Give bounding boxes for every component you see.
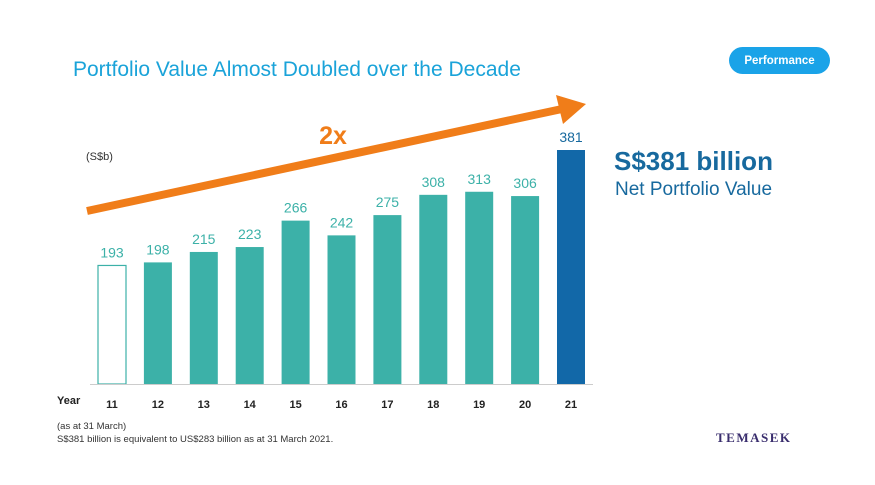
data-label-12: 198 — [146, 241, 170, 257]
data-label-11: 193 — [100, 244, 124, 260]
x-tick-14: 14 — [244, 399, 257, 411]
x-tick-13: 13 — [198, 399, 210, 411]
data-label-14: 223 — [238, 226, 262, 242]
footnote-date: (as at 31 March) — [57, 421, 127, 432]
bar-12 — [143, 262, 172, 384]
data-label-16: 242 — [330, 214, 354, 230]
growth-annotation: 2x — [319, 122, 347, 150]
bar-13 — [189, 251, 218, 384]
data-label-15: 266 — [284, 200, 308, 216]
x-tick-15: 15 — [289, 399, 301, 411]
x-tick-18: 18 — [427, 399, 439, 411]
x-tick-19: 19 — [473, 399, 485, 411]
headline-value: S$381 billion — [614, 146, 773, 176]
growth-arrow-head — [556, 95, 586, 124]
page-title: Portfolio Value Almost Doubled over the … — [73, 58, 521, 81]
bar-11 — [97, 264, 127, 385]
x-tick-20: 20 — [519, 399, 531, 411]
bar-21 — [557, 150, 585, 384]
x-tick-17: 17 — [381, 399, 393, 411]
headline-label: Net Portfolio Value — [615, 179, 773, 200]
data-labels: 193 198 215 223 266 242 275 308 313 306 381 — [100, 129, 583, 260]
x-tick-21: 21 — [565, 399, 577, 411]
bar-16 — [327, 235, 356, 384]
x-tick-12: 12 — [152, 399, 164, 411]
bar-15 — [281, 220, 310, 384]
bar-17 — [373, 215, 402, 384]
y-axis-unit-label: (S$b) — [86, 151, 113, 163]
x-axis: 11 12 13 14 15 16 17 18 19 20 21 Year (S$b) — [57, 151, 593, 411]
data-label-18: 308 — [422, 174, 446, 190]
x-tick-16: 16 — [335, 399, 347, 411]
bar-20 — [511, 196, 540, 384]
growth-arrow: 2x — [86, 95, 586, 215]
growth-arrow-shaft — [86, 105, 563, 215]
temasek-logo: TEMASEK — [716, 430, 792, 445]
bar-18 — [419, 194, 448, 384]
bars — [97, 150, 585, 385]
data-label-21: 381 — [559, 129, 583, 145]
data-label-13: 215 — [192, 231, 216, 247]
performance-badge: Performance — [729, 47, 830, 74]
data-label-17: 275 — [376, 194, 400, 210]
data-label-19: 313 — [468, 171, 492, 187]
bar-14 — [235, 247, 264, 384]
footnote-conversion: S$381 billion is equivalent to US$283 bi… — [57, 434, 334, 445]
data-label-20: 306 — [513, 175, 537, 191]
x-axis-label: Year — [57, 395, 81, 407]
bar-19 — [465, 191, 494, 384]
x-tick-11: 11 — [106, 399, 118, 411]
